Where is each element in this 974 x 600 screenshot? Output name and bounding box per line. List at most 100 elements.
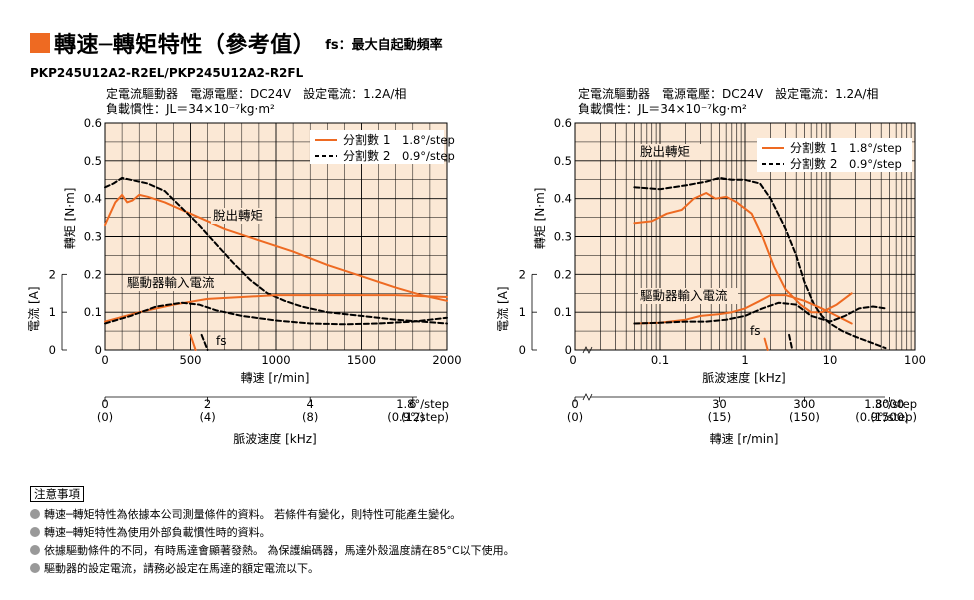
note-text: 依據驅動條件的不同，有時馬達會顯著發熱。 為保護編碼器，馬達外殼溫度請在85°C… [44,544,515,557]
legend-value: 0.9°/step [402,149,455,163]
series-torque-dashed [104,176,448,325]
note-item: 轉速─轉矩特性為依據本公司測量條件的資料。 若條件有變化，則特性可能產生變化。 [30,505,515,523]
y-axis-label: 轉矩 [N·m] [533,188,547,250]
annotation-pullout: 脫出轉矩 [640,144,690,159]
secondary-tick-label: 30 [712,397,727,411]
y2-axis-label: 電流 [A] [496,286,510,331]
y-tick-label: 0.1 [84,305,102,319]
y2-tick-label: 1 [49,305,56,319]
secondary-tick-label: (15) [708,410,732,424]
chart-conditions: 定電流驅動器 電源電壓：DC24V 設定電流：1.2A/相 [106,86,406,101]
x-tick-label: 1500 [347,353,376,367]
series-fs-solid [189,333,197,351]
secondary-unit-label: 1.8°/step [396,397,449,411]
legend-label: 分割數 1 [790,140,837,155]
bullet-icon [30,545,40,555]
secondary-tick-label: 300 [793,397,815,411]
secondary-tick-label: (4) [199,410,215,424]
axis-break-mark [582,393,593,401]
note-text: 轉速─轉矩特性為使用外部負載慣性時的資料。 [44,526,271,539]
annotation-fs: fs [750,324,760,338]
x-tick-label: 10 [823,353,838,367]
bullet-icon [30,527,40,537]
legend-label: 分割數 1 [343,132,390,147]
series-current-dashed [633,301,887,325]
y-tick-label: 0.2 [84,267,102,281]
x-tick-label: 1 [741,353,748,367]
y-tick-label: 0.4 [84,192,102,206]
y2-tick-label: 2 [49,267,56,281]
y-tick-label: 0.4 [554,192,572,206]
secondary-unit-label: 1.8°/step [864,397,917,411]
secondary-tick-label: (150) [789,410,820,424]
axis-break-mark [582,346,593,354]
annotation-fs: fs [216,334,226,348]
series-fs-solid [763,337,769,351]
note-item: 轉速─轉矩特性為使用外部負載慣性時的資料。 [30,523,515,541]
y-tick-label: 0.3 [554,230,572,244]
y2-tick-label: 1 [519,305,526,319]
secondary-axis-label: 脈波速度 [kHz] [233,431,316,446]
legend-value: 1.8°/step [849,141,902,155]
legend-box [310,130,444,164]
secondary-tick-label: (0) [97,410,113,424]
y-tick-label: 0.6 [554,116,572,130]
y-tick-label: 0.3 [84,230,102,244]
secondary-tick-label: 2 [204,397,211,411]
x-axis-label: 脈波速度 [kHz] [702,370,785,385]
secondary-tick-label: (8) [302,410,318,424]
series-current-solid [104,294,448,323]
y-tick-label: 0 [95,343,102,357]
legend-label: 分割數 2 [790,156,837,171]
legend-value: 0.9°/step [849,157,902,171]
model-number: PKP245U12A2-R2EL/PKP245U12A2-R2FL [30,66,304,80]
note-item: 驅動器的設定電流，請務必設定在馬達的額定電流以下。 [30,559,515,577]
secondary-tick-label: 4 [307,397,314,411]
series-current-dashed [104,301,448,326]
x-tick-label: 0 [569,353,576,367]
y-tick-label: 0.6 [84,116,102,130]
annotation-current: 驅動器輸入電流 [640,288,728,303]
y-axis-label: 轉矩 [N·m] [63,188,77,250]
secondary-tick-label: 6 [409,397,416,411]
y2-tick-label: 0 [49,343,56,357]
y-tick-label: 0.5 [554,154,572,168]
x-tick-label: 500 [180,353,202,367]
series-torque-dashed [633,176,887,350]
secondary-tick-label: (12) [401,410,425,424]
notes-section: 注意事項 轉速─轉矩特性為依據本公司測量條件的資料。 若條件有變化，則特性可能產… [30,486,515,577]
secondary-tick-label: (1500) [870,410,908,424]
annotation-bg [638,288,738,304]
secondary-unit-label: (0.9°/step) [387,410,449,424]
chart-conditions: 負載慣性：JL＝34×10⁻⁷kg·m² [106,101,275,116]
annotation-pullout: 脫出轉矩 [213,208,263,223]
x-tick-label: 0 [101,353,108,367]
y2-tick-label: 0 [519,343,526,357]
x-tick-label: 2000 [432,353,461,367]
annotation-bg [211,208,275,224]
x-tick-label: 0.1 [651,353,669,367]
series-fs-dashed [200,333,209,351]
y2-tick-label: 2 [519,267,526,281]
title-main: 轉速─轉矩特性（參考值） [54,33,316,58]
secondary-tick-label: 0 [571,397,578,411]
annotation-bg [638,144,702,160]
series-torque-solid [633,192,853,314]
bullet-icon [30,563,40,573]
y-tick-label: 0.1 [554,305,572,319]
chart-conditions: 負載慣性：JL＝34×10⁻⁷kg·m² [578,101,747,116]
annotation-bg [125,275,225,291]
note-text: 轉速─轉矩特性為依據本公司測量條件的資料。 若條件有變化，則特性可能產生變化。 [44,508,462,521]
y-tick-label: 0.5 [84,154,102,168]
legend-box [757,138,912,172]
title-fs-note: fs：最大自起動頻率 [325,37,443,53]
note-text: 驅動器的設定電流，請務必設定在馬達的額定電流以下。 [44,562,319,575]
notes-header: 注意事項 [30,486,84,502]
y2-axis-label: 電流 [A] [27,286,41,331]
annotation-current: 驅動器輸入電流 [127,275,215,290]
note-item: 依據驅動條件的不同，有時馬達會顯著發熱。 為保護編碼器，馬達外殼溫度請在85°C… [30,541,515,559]
chart-conditions: 定電流驅動器 電源電壓：DC24V 設定電流：1.2A/相 [578,86,878,101]
y-tick-label: 0.2 [554,267,572,281]
